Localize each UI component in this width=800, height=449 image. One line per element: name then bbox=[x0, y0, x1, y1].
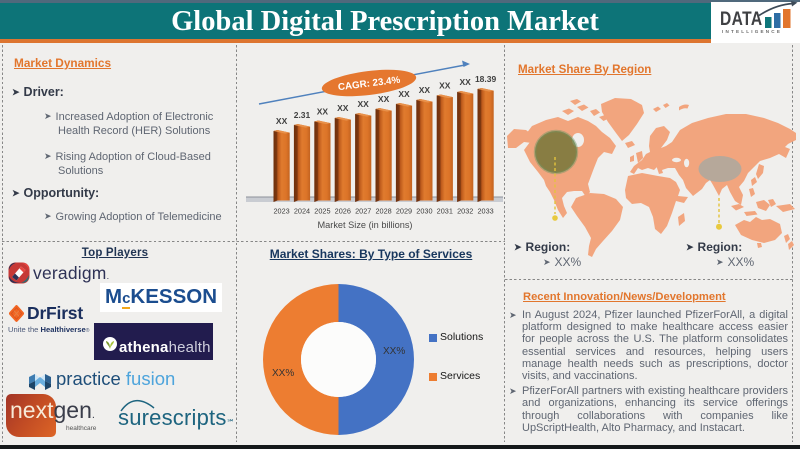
svg-text:XX: XX bbox=[378, 94, 390, 104]
svg-text:XX: XX bbox=[317, 107, 329, 117]
svg-text:XX: XX bbox=[276, 116, 288, 126]
svg-text:2026: 2026 bbox=[335, 207, 351, 216]
svg-text:Market Size (in billions): Market Size (in billions) bbox=[318, 220, 413, 230]
svg-text:2025: 2025 bbox=[314, 207, 330, 216]
svg-text:18.39: 18.39 bbox=[475, 74, 497, 84]
svg-text:2031: 2031 bbox=[437, 207, 453, 216]
svg-text:XX: XX bbox=[419, 85, 431, 95]
svg-text:2023: 2023 bbox=[273, 207, 289, 216]
svg-text:XX: XX bbox=[460, 77, 472, 87]
svg-text:2.31: 2.31 bbox=[294, 110, 311, 120]
svg-text:XX: XX bbox=[337, 103, 349, 113]
svg-text:XX: XX bbox=[398, 89, 410, 99]
svg-text:2024: 2024 bbox=[294, 207, 310, 216]
svg-text:2033: 2033 bbox=[477, 207, 493, 216]
svg-text:2028: 2028 bbox=[375, 207, 391, 216]
svg-text:2030: 2030 bbox=[416, 207, 432, 216]
svg-text:2027: 2027 bbox=[355, 207, 371, 216]
svg-text:XX: XX bbox=[358, 99, 370, 109]
svg-text:2032: 2032 bbox=[457, 207, 473, 216]
svg-text:2029: 2029 bbox=[396, 207, 412, 216]
svg-text:XX: XX bbox=[439, 81, 451, 91]
